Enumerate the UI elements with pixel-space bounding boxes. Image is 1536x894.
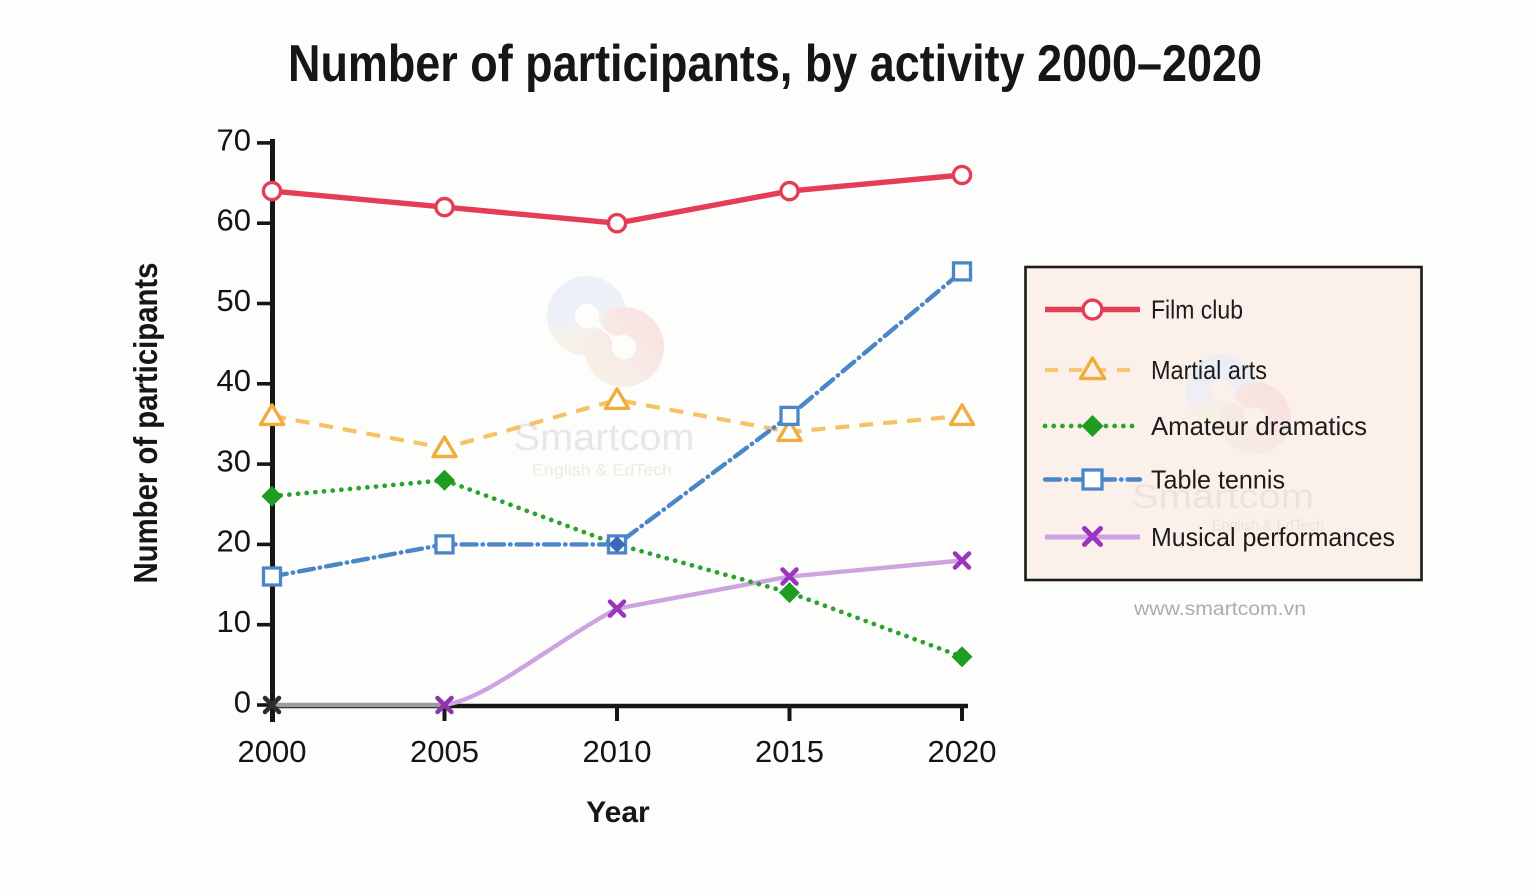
svg-text:Number of participants: Number of participants [127,263,164,584]
svg-text:Film club: Film club [1151,295,1243,325]
svg-text:0: 0 [234,685,251,720]
svg-text:2005: 2005 [410,734,479,769]
svg-text:Smartcom: Smartcom [514,417,695,459]
svg-text:Table tennis: Table tennis [1151,465,1285,495]
svg-text:www.smartcom.vn: www.smartcom.vn [1133,598,1306,620]
svg-text:30: 30 [217,443,251,478]
svg-text:Musical performances: Musical performances [1151,522,1395,552]
svg-text:40: 40 [217,363,251,398]
svg-text:English & EdTech: English & EdTech [532,461,672,480]
svg-text:Number of participants, by act: Number of participants, by activity 2000… [288,35,1262,93]
svg-text:Smartcom: Smartcom [1132,478,1314,516]
svg-text:Year: Year [586,796,650,829]
svg-text:60: 60 [217,203,251,238]
svg-text:2000: 2000 [238,734,307,769]
svg-text:English & EdTech: English & EdTech [1212,518,1324,535]
svg-text:50: 50 [217,283,251,318]
svg-text:Martial arts: Martial arts [1151,355,1267,385]
svg-text:2020: 2020 [928,734,997,769]
svg-text:Amateur dramatics: Amateur dramatics [1151,411,1367,441]
svg-text:2015: 2015 [755,734,824,769]
svg-text:20: 20 [217,524,251,559]
svg-text:2010: 2010 [583,734,652,769]
svg-text:70: 70 [217,123,251,158]
svg-text:10: 10 [217,604,251,639]
